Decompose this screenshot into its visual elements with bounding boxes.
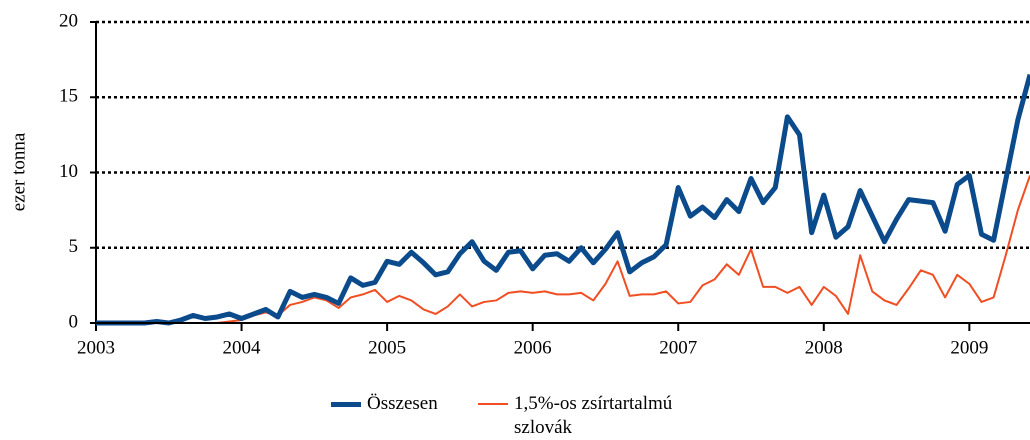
x-tick-label: 2004 (223, 337, 262, 358)
legend-swatch (331, 401, 361, 407)
legend-label: Összesen (367, 393, 438, 414)
x-tick-label: 2005 (368, 337, 406, 358)
y-tick-label: 15 (59, 86, 78, 107)
line (96, 175, 1030, 324)
y-tick-label: 20 (59, 10, 78, 31)
line (96, 74, 1030, 326)
y-tick-label: 0 (69, 311, 79, 332)
legend-item: 1,5%-os zsírtartalmú szlovák (478, 392, 729, 440)
y-tick-label: 5 (69, 236, 79, 257)
y-axis-label: ezer tonna (8, 132, 29, 211)
x-tick-label: 2007 (659, 337, 697, 358)
legend-swatch (478, 403, 508, 405)
legend-label: 1,5%-os zsírtartalmú szlovák (514, 393, 673, 438)
x-tick-label: 2008 (805, 337, 843, 358)
legend-item: Összesen (331, 392, 438, 416)
x-tick-label: 2003 (77, 337, 115, 358)
x-tick-label: 2009 (950, 337, 988, 358)
x-tick-label: 2006 (514, 337, 552, 358)
y-tick-label: 10 (59, 161, 78, 182)
